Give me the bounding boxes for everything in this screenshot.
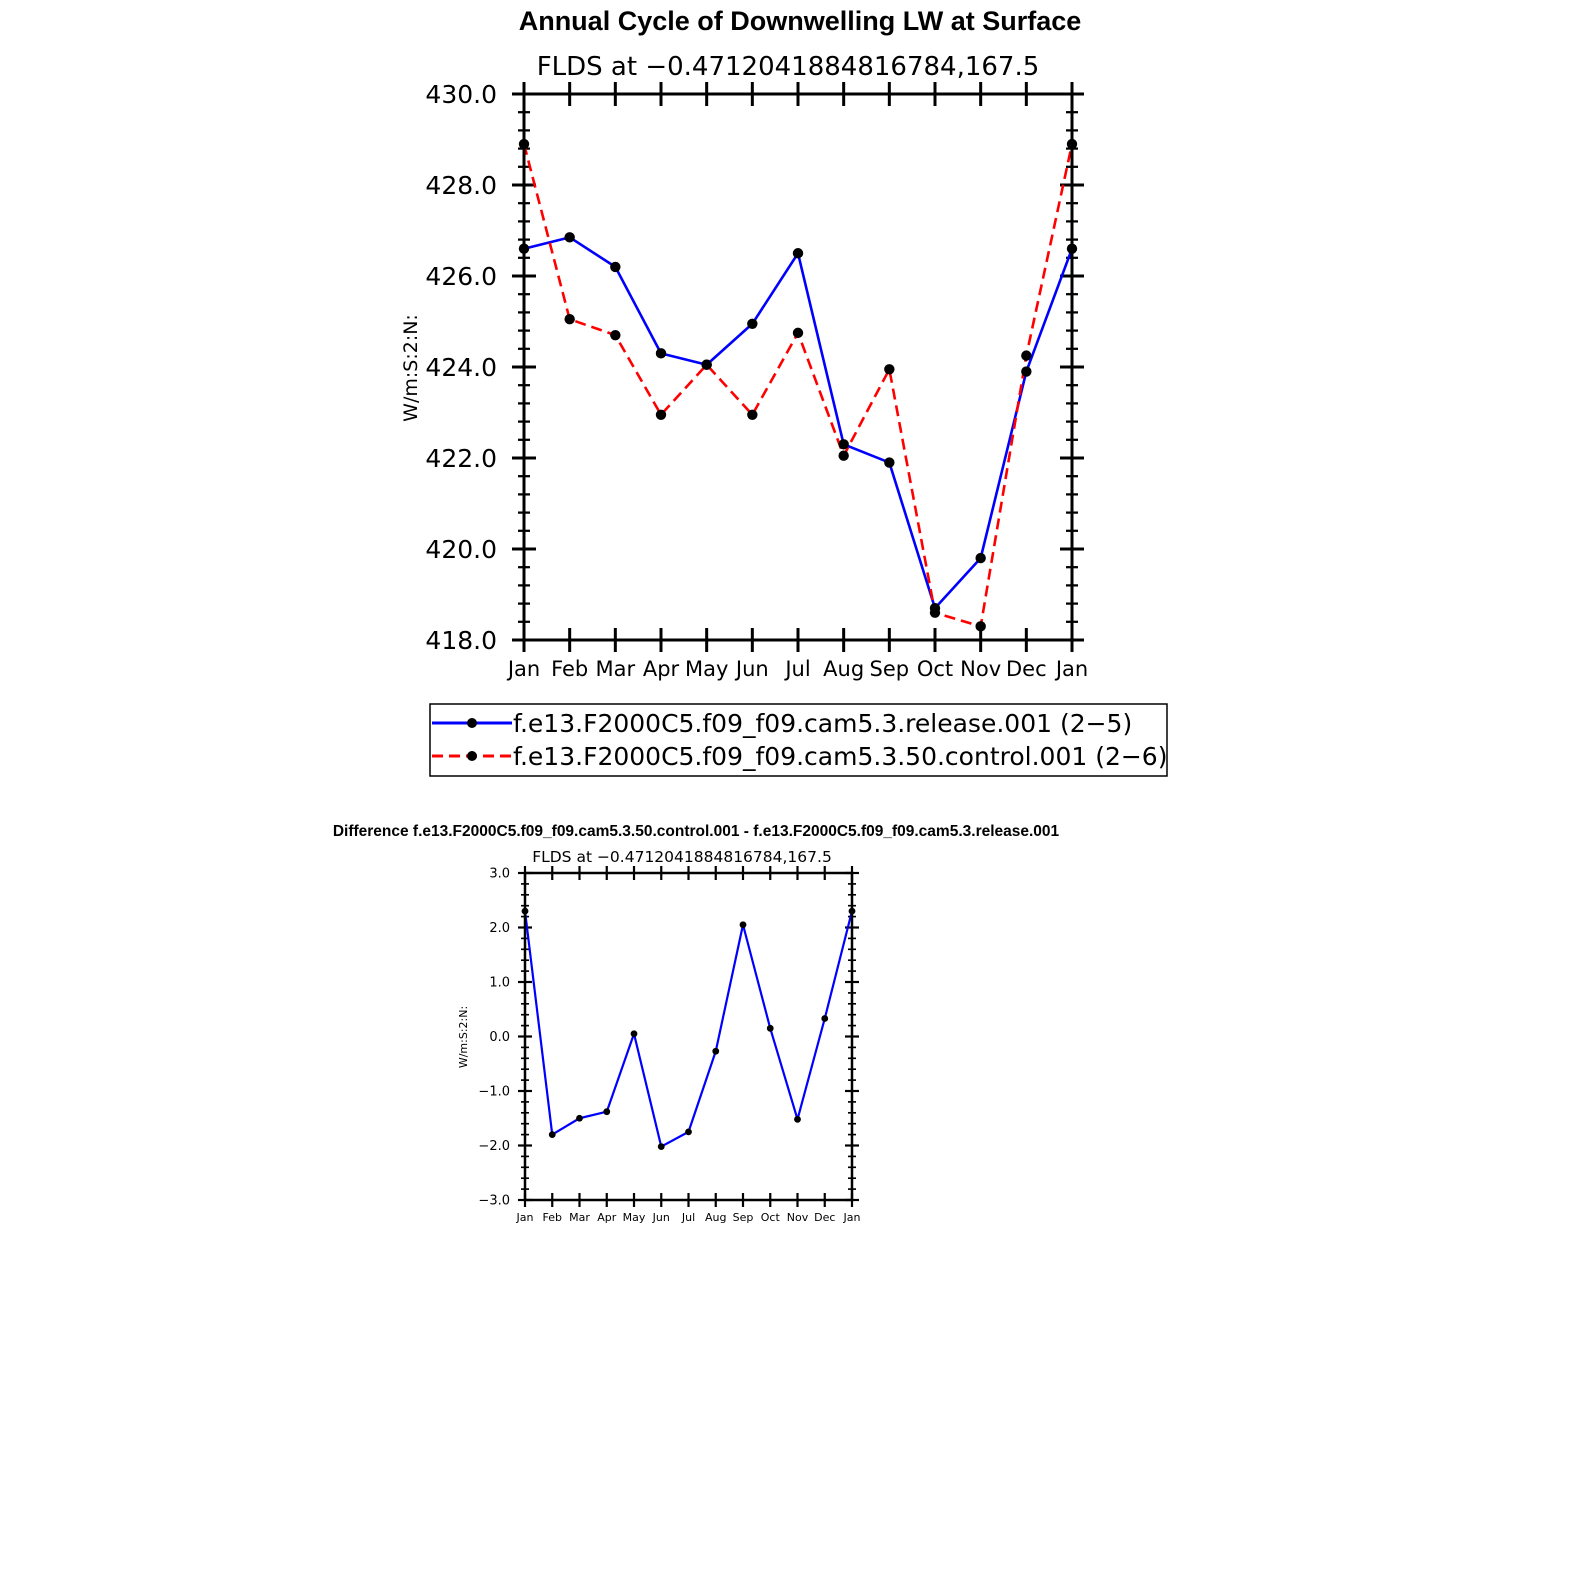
diff-xtick-label: Sep bbox=[733, 1211, 754, 1224]
main-ytick-label: 428.0 bbox=[425, 171, 497, 200]
main-series-1-point bbox=[975, 621, 986, 632]
diff-chart-marks: −3.0 −2.0 −1.0 0.0 1.0 2.0 3.0 Jan Feb Mar Apr May J… bbox=[478, 866, 861, 1224]
main-xtick-label: Jan bbox=[1054, 657, 1088, 681]
diff-ytick-label: 1.0 bbox=[489, 976, 510, 991]
diff-xtick-label: Jul bbox=[681, 1211, 695, 1224]
diff-series-0-point bbox=[576, 1114, 583, 1122]
diff-series-0-point bbox=[794, 1115, 801, 1123]
main-series-0-point bbox=[792, 248, 804, 259]
main-series-0-point bbox=[747, 318, 758, 329]
legend-label-control: f.e13.F2000C5.f09_f09.cam5.3.50.control.… bbox=[513, 742, 1167, 771]
main-series-1-point bbox=[1021, 350, 1032, 361]
main-xtick-label: May bbox=[685, 657, 728, 681]
main-ytick-label: 418.0 bbox=[425, 626, 497, 655]
diff-xtick-label: Jan bbox=[843, 1211, 861, 1224]
diff-chart-title: Difference f.e13.F2000C5.f09_f09.cam5.3.… bbox=[332, 823, 1060, 840]
diff-series-0-point bbox=[766, 1024, 774, 1032]
diff-xtick-label: Jun bbox=[652, 1211, 670, 1224]
diff-series-0-point bbox=[739, 921, 747, 929]
diff-series-0-point bbox=[630, 1030, 638, 1038]
main-series-1-point bbox=[610, 329, 621, 341]
main-series-1-point bbox=[655, 409, 667, 420]
main-series-1-point bbox=[884, 364, 895, 375]
diff-series-0-point bbox=[821, 1015, 829, 1022]
diff-chart-subtitle: FLDS at −0.4712041884816784,167.5 bbox=[532, 848, 832, 866]
main-ytick-label: 420.0 bbox=[425, 535, 497, 564]
diff-series-0-point bbox=[548, 1131, 556, 1138]
diff-chart-frame bbox=[523, 871, 854, 1202]
main-xtick-label: Jan bbox=[506, 657, 540, 681]
legend-marker-control bbox=[467, 751, 477, 761]
diff-xtick-label: Oct bbox=[761, 1211, 781, 1224]
main-xtick-label: Apr bbox=[643, 657, 680, 681]
diff-series-0-point bbox=[685, 1128, 692, 1136]
main-series-1-point bbox=[701, 359, 712, 370]
diff-xtick-label: Apr bbox=[597, 1211, 617, 1224]
main-xtick-label: Dec bbox=[1006, 657, 1047, 681]
main-series-0-line bbox=[523, 236, 1074, 610]
legend-box bbox=[429, 703, 1168, 777]
main-xtick-label: Sep bbox=[870, 657, 910, 681]
diff-xtick-label: May bbox=[623, 1211, 646, 1224]
main-ytick-label: 422.0 bbox=[425, 444, 497, 473]
diff-ytick-label: −2.0 bbox=[478, 1139, 510, 1154]
main-chart-frame bbox=[522, 92, 1074, 642]
main-ytick-label: 426.0 bbox=[425, 262, 497, 291]
main-ytick-label: 430.0 bbox=[425, 80, 497, 109]
diff-ytick-label: −3.0 bbox=[478, 1194, 510, 1209]
main-chart: FLDS at −0.4712041884816784,167.5 W/m:S:… bbox=[400, 52, 1168, 777]
main-xtick-label: Nov bbox=[960, 657, 1001, 681]
diff-xtick-label: Feb bbox=[543, 1211, 562, 1224]
diff-series-0-line bbox=[523, 910, 854, 1148]
main-xtick-label: Aug bbox=[823, 657, 864, 681]
main-series-0-point bbox=[655, 348, 667, 359]
main-xtick-label: Jul bbox=[783, 657, 810, 681]
main-series-0-point bbox=[564, 232, 575, 243]
diff-ytick-label: 3.0 bbox=[489, 867, 510, 882]
diff-ytick-label: −1.0 bbox=[478, 1085, 510, 1100]
main-series-1-point bbox=[792, 327, 804, 339]
main-xtick-label: Oct bbox=[917, 657, 953, 681]
diff-xtick-label: Mar bbox=[569, 1211, 590, 1224]
main-xtick-label: Jun bbox=[734, 657, 769, 681]
diff-ytick-label: 0.0 bbox=[489, 1030, 510, 1045]
main-ytick-label: 424.0 bbox=[425, 353, 497, 382]
main-chart-ylabel: W/m:S:2:N: bbox=[400, 314, 422, 422]
main-legend: f.e13.F2000C5.f09_f09.cam5.3.release.001… bbox=[429, 703, 1168, 777]
main-series-1-point bbox=[929, 607, 941, 618]
main-chart-title: Annual Cycle of Downwelling LW at Surfac… bbox=[518, 6, 1082, 36]
main-series-0-point bbox=[884, 457, 895, 468]
main-series-0-point bbox=[1021, 366, 1032, 377]
diff-xtick-label: Aug bbox=[705, 1211, 726, 1224]
main-series-1-point bbox=[564, 314, 575, 325]
legend-label-release: f.e13.F2000C5.f09_f09.cam5.3.release.001… bbox=[513, 709, 1132, 738]
main-chart-subtitle: FLDS at −0.4712041884816784,167.5 bbox=[537, 52, 1040, 82]
diff-xtick-label: Nov bbox=[787, 1211, 809, 1224]
main-series-1-line bbox=[522, 143, 1074, 628]
legend-marker-release bbox=[467, 718, 477, 728]
main-series-0-point bbox=[838, 439, 849, 450]
diff-series-0-point bbox=[657, 1143, 665, 1150]
diff-series-0-point bbox=[712, 1047, 720, 1055]
main-series-0-point bbox=[975, 552, 986, 564]
diff-ytick-label: 2.0 bbox=[489, 921, 510, 936]
main-series-1-point bbox=[747, 409, 758, 420]
main-xtick-label: Feb bbox=[551, 657, 588, 681]
diff-series-0-point bbox=[603, 1108, 611, 1116]
diff-xtick-label: Dec bbox=[814, 1211, 835, 1224]
diff-chart-ylabel: W/m:S:2:N: bbox=[457, 1006, 470, 1068]
main-series-1-point bbox=[838, 450, 849, 461]
main-xtick-label: Mar bbox=[596, 657, 636, 681]
diff-xtick-label: Jan bbox=[516, 1211, 534, 1224]
main-series-0-point bbox=[610, 261, 621, 273]
diff-chart: FLDS at −0.4712041884816784,167.5 W/m:S:… bbox=[457, 848, 861, 1224]
